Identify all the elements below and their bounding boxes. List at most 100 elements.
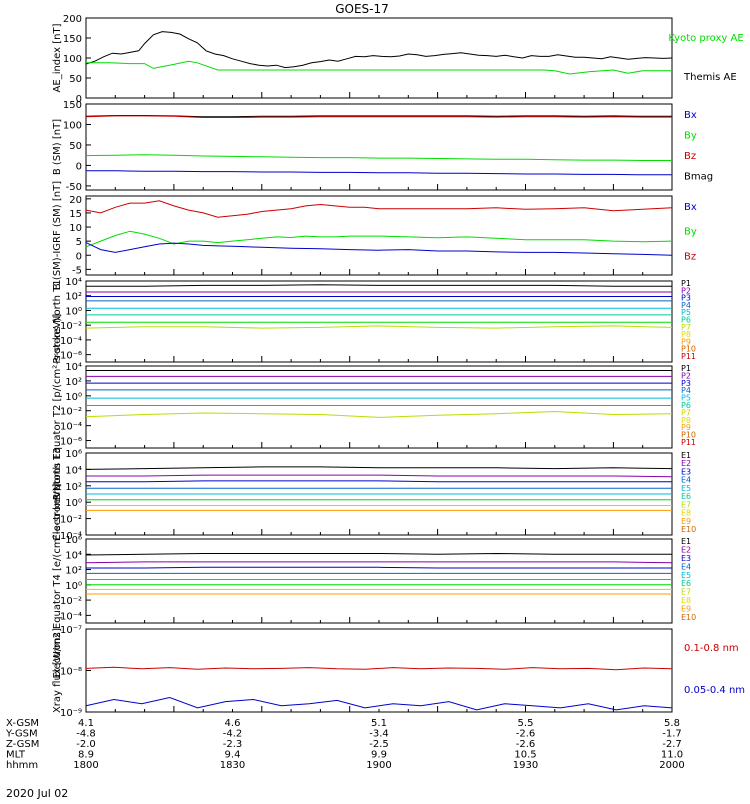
x-row-value: 8.9 (78, 750, 94, 761)
y-axis-label: Xray flux [W/m2] (52, 628, 63, 713)
y-tick-label: 10⁴ (65, 465, 82, 476)
legend-label: E5 (681, 484, 691, 493)
series-line-E3 (86, 480, 672, 483)
x-row-value: -4.2 (223, 729, 243, 740)
legend-label: E7 (681, 588, 691, 597)
series-line-E3 (86, 566, 672, 569)
y-axis-label: AE_index [nT] (52, 23, 63, 92)
y-tick-label: 100 (63, 54, 82, 65)
panel-frame (85, 17, 673, 99)
legend-label: P11 (681, 438, 696, 447)
legend-label: P8 (681, 416, 691, 425)
x-row-value: -2.6 (516, 739, 536, 750)
x-row-value: 4.6 (225, 718, 241, 729)
legend-label: Bmag (684, 171, 713, 182)
legend-label: E9 (681, 517, 691, 526)
series-line-Bmag (85, 115, 672, 118)
panel-frame (85, 365, 673, 449)
y-tick-label: 150 (63, 100, 82, 111)
x-row-value: -2.3 (223, 739, 243, 750)
x-row-label: hhmm (6, 760, 38, 771)
x-row-value: 1830 (220, 760, 245, 771)
y-axis-label: Electrons North T3 (52, 447, 63, 540)
legend-label: P5 (681, 394, 691, 403)
x-row-value: -2.7 (662, 739, 682, 750)
legend-label: P10 (681, 345, 696, 354)
legend-label: E6 (681, 492, 691, 501)
legend-label: E4 (681, 562, 691, 571)
y-tick-label: 10² (65, 482, 82, 493)
x-row-value: 11.0 (661, 750, 683, 761)
x-row-value: -1.7 (662, 729, 682, 740)
x-row-value: 4.1 (78, 718, 94, 729)
y-tick-label: 10⁻⁴ (60, 611, 82, 622)
legend-label: P3 (681, 294, 691, 303)
y-tick-label: 10⁻⁴ (60, 336, 82, 347)
legend-label: P1 (681, 364, 691, 373)
series-line-E2 (86, 474, 673, 478)
y-axis-label: Electrons Equator T4 [e/(cm²-s-sr-keV)] (52, 483, 63, 678)
x-row-value: 5.1 (371, 718, 387, 729)
legend-label: P8 (681, 330, 691, 339)
y-tick-label: -5 (72, 265, 82, 276)
legend-label: E1 (681, 451, 691, 460)
y-tick-label: 0 (76, 161, 82, 172)
x-row-value: 10.5 (514, 750, 536, 761)
series-line-Kyoto-proxy-AE (86, 60, 672, 75)
y-tick-label: 10⁻² (60, 407, 82, 418)
y-tick-label: 10⁴ (65, 550, 82, 561)
y-tick-label: 10 (69, 223, 82, 234)
x-row-value: 1900 (366, 760, 391, 771)
y-tick-label: 10⁻² (60, 596, 82, 607)
legend-label: P4 (681, 386, 691, 395)
legend-label: P5 (681, 308, 691, 317)
legend-label: Bx (684, 110, 697, 121)
legend-label: E3 (681, 554, 691, 563)
y-tick-label: 10⁻² (60, 321, 82, 332)
x-row-value: 1800 (73, 760, 98, 771)
panel-frame (85, 538, 673, 624)
y-axis-label: B (SM) [nT] (52, 119, 63, 175)
y-axis-label: Protons North T1 (52, 279, 63, 363)
series-line-0-1-0-8-nm (85, 666, 673, 671)
legend-label: E5 (681, 571, 691, 580)
legend-label: P6 (681, 316, 691, 325)
panel-frame (85, 280, 673, 363)
series-line-Themis-AE (85, 31, 673, 69)
x-row-value: 2000 (659, 760, 684, 771)
y-tick-label: 10⁴ (65, 277, 82, 288)
legend-label: Bz (684, 251, 696, 262)
date-label: 2020 Jul 02 (6, 787, 68, 800)
legend-label: E4 (681, 476, 691, 485)
x-row-label: X-GSM (6, 718, 39, 729)
series-line-Bz (85, 115, 672, 118)
legend-label: By (684, 130, 697, 141)
x-row-value: -2.5 (369, 739, 389, 750)
legend-label: E2 (681, 459, 691, 468)
series-line-Bx (85, 242, 673, 256)
y-tick-label: 10⁶ (65, 535, 82, 546)
legend-label: E9 (681, 605, 691, 614)
legend-label: Themis AE (683, 72, 737, 83)
legend-label: E8 (681, 509, 691, 518)
legend-label: Bx (684, 202, 697, 213)
x-row-value: -4.8 (76, 729, 96, 740)
legend-label: P11 (681, 352, 696, 361)
y-tick-label: 50 (69, 141, 82, 152)
legend-label: P6 (681, 401, 691, 410)
y-tick-label: 10⁻⁴ (60, 422, 82, 433)
y-tick-label: 20 (69, 195, 82, 206)
x-row-value: -2.6 (516, 729, 536, 740)
y-tick-label: 10⁶ (65, 449, 82, 460)
legend-label: E8 (681, 596, 691, 605)
legend-label: P4 (681, 301, 691, 310)
y-tick-label: -50 (66, 182, 82, 193)
panel-2: 150 100 50 0 -50B (SM) [nT] Bx By Bz Bmag (52, 100, 713, 193)
x-row-label: MLT (6, 750, 26, 761)
y-tick-label: 10² (65, 292, 82, 303)
legend-label: By (684, 227, 697, 238)
y-tick-label: 200 (63, 14, 82, 25)
